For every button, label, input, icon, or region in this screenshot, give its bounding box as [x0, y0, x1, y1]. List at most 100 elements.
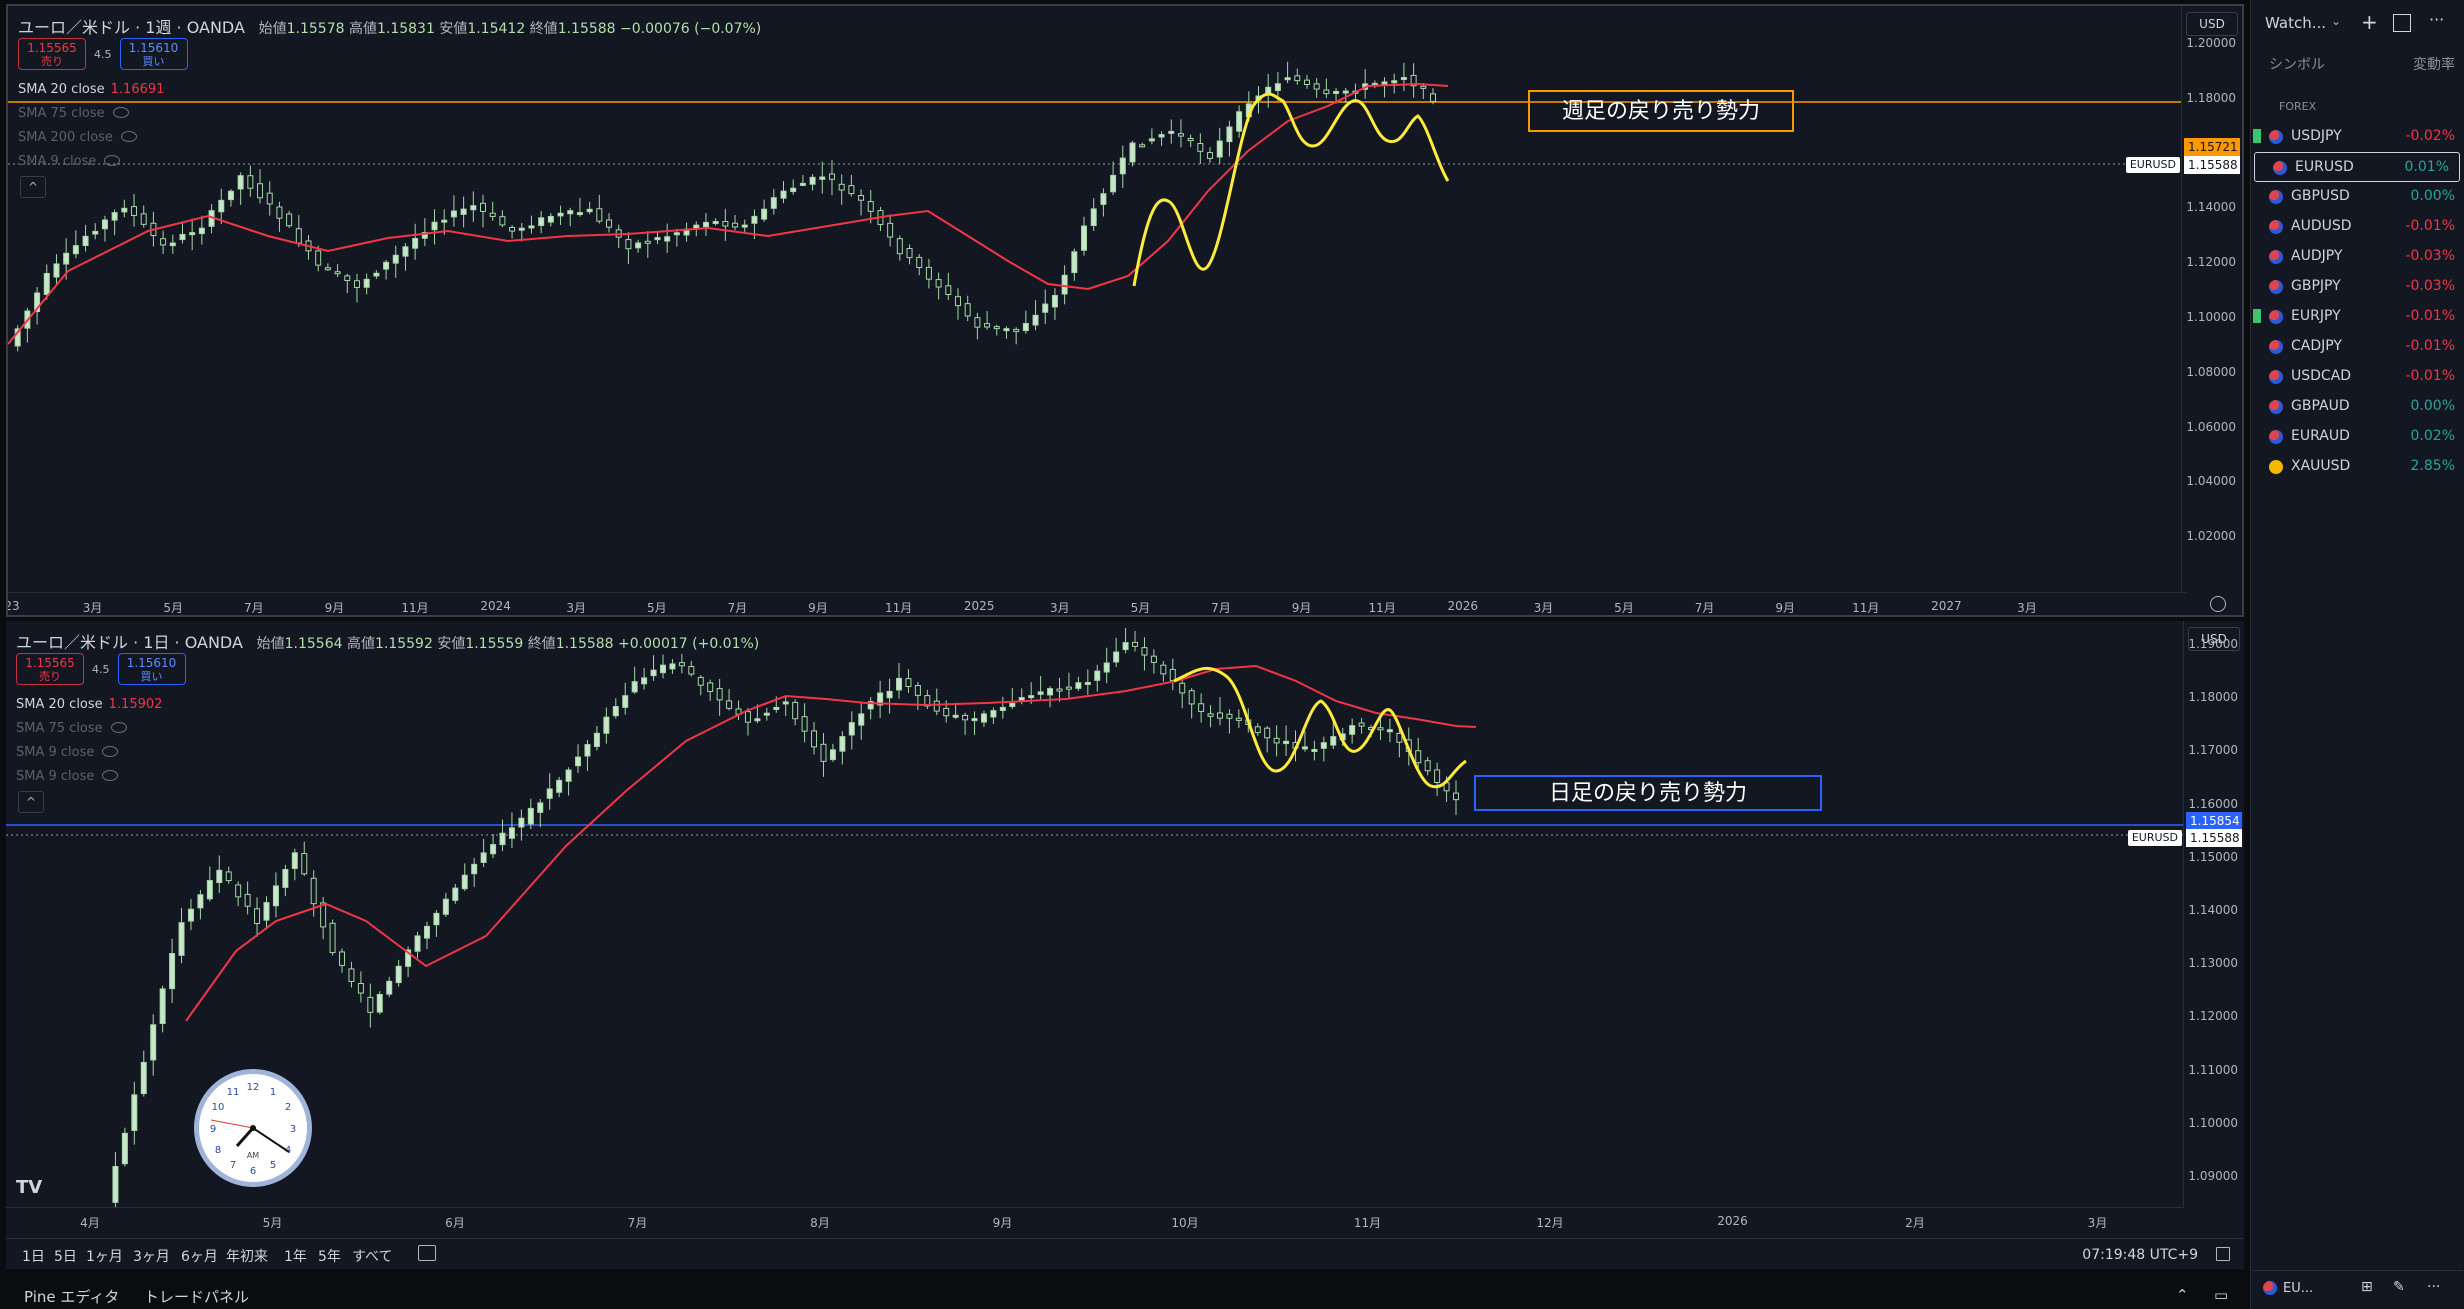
- range-button[interactable]: 1ヶ月: [86, 1249, 123, 1265]
- col-change-header[interactable]: 変動率: [2413, 57, 2455, 73]
- time-tick: 6月: [445, 1216, 465, 1230]
- more-icon[interactable]: ···: [2427, 1279, 2441, 1295]
- eye-hidden-icon[interactable]: [102, 770, 119, 781]
- weekly-sell-button[interactable]: 1.15565 売り: [18, 38, 86, 70]
- watchlist-row[interactable]: AUDJPY -0.03%: [2251, 242, 2464, 272]
- daily-indicator-sma9-b[interactable]: SMA 9 close: [16, 769, 119, 784]
- candle-body: [839, 736, 846, 752]
- currency-selector[interactable]: USD: [2186, 12, 2238, 36]
- candle-body: [935, 279, 942, 288]
- price-tick: 1.14000: [2188, 903, 2238, 917]
- watchlist-title[interactable]: Watch...: [2265, 14, 2327, 32]
- collapse-legend-button[interactable]: ^: [20, 176, 46, 198]
- eurusd-flag-icon: [2263, 1281, 2277, 1295]
- range-button[interactable]: 3ヶ月: [133, 1249, 170, 1265]
- edit-icon[interactable]: ✎: [2393, 1279, 2405, 1295]
- watchlist-row[interactable]: CADJPY -0.01%: [2251, 332, 2464, 362]
- candle-body: [490, 844, 497, 855]
- svg-text:12: 12: [247, 1082, 260, 1093]
- candle-body: [751, 215, 758, 224]
- chevron-down-icon[interactable]: ⌄: [2331, 14, 2342, 28]
- range-button[interactable]: 1年: [284, 1249, 307, 1265]
- candle-body: [527, 807, 534, 825]
- footer-symbol[interactable]: EU...: [2283, 1281, 2314, 1296]
- currency-selector[interactable]: USD: [2188, 627, 2240, 651]
- range-button[interactable]: 年初来: [226, 1249, 268, 1265]
- candle-body: [905, 678, 912, 687]
- weekly-price-axis[interactable]: USD 1.200001.180001.160001.140001.120001…: [2181, 6, 2242, 592]
- eye-hidden-icon[interactable]: [112, 107, 129, 118]
- daily-indicator-sma9-a[interactable]: SMA 9 close: [16, 745, 119, 760]
- collapse-legend-button[interactable]: ^: [18, 791, 44, 813]
- time-tick: 7月: [627, 1216, 648, 1230]
- chevron-up-icon[interactable]: ⌃: [2176, 1286, 2189, 1304]
- daily-annotation-box[interactable]: 日足の戻り売り勢力: [1474, 775, 1822, 811]
- pine-editor-tab[interactable]: Pine エディタ: [24, 1288, 120, 1306]
- daily-chart-pane[interactable]: ユーロ／米ドル · 1日 · OANDA 始値1.15564 高値1.15592…: [6, 621, 2244, 1254]
- watchlist-row[interactable]: GBPJPY -0.03%: [2251, 272, 2464, 302]
- weekly-chart-canvas[interactable]: [8, 6, 2182, 592]
- range-button[interactable]: 1日: [22, 1249, 45, 1265]
- range-button[interactable]: 6ヶ月: [181, 1249, 218, 1265]
- fullscreen-icon[interactable]: [2216, 1247, 2230, 1261]
- weekly-indicator-sma200[interactable]: SMA 200 close: [18, 130, 137, 145]
- candle-body: [790, 187, 797, 193]
- daily-buy-button[interactable]: 1.15610 買い: [117, 653, 186, 685]
- daily-symbol-title[interactable]: ユーロ／米ドル · 1日 · OANDA: [16, 633, 243, 652]
- candle-body: [678, 662, 685, 667]
- weekly-annotation-box[interactable]: 週足の戻り売り勢力: [1528, 90, 1794, 132]
- calendar-icon[interactable]: [418, 1245, 436, 1261]
- daily-chart-canvas[interactable]: [6, 621, 2184, 1207]
- range-button[interactable]: 5年: [318, 1249, 341, 1265]
- trade-panel-tab[interactable]: トレードパネル: [144, 1288, 250, 1306]
- daily-indicator-sma20[interactable]: SMA 20 close 1.15902: [16, 697, 163, 712]
- weekly-chart-pane[interactable]: ユーロ／米ドル · 1週 · OANDA 始値1.15578 高値1.15831…: [6, 4, 2244, 617]
- price-tick: 1.10000: [2186, 310, 2236, 324]
- daily-time-axis[interactable]: 4月 5月 6月 7月 8月 9月 10月 11月 12月 2026 2月 3月: [6, 1207, 2184, 1234]
- daily-price-axis[interactable]: USD 1.19000 1.18000 1.17000 1.16000 1.15000 1…: [2183, 621, 2244, 1207]
- watchlist-row[interactable]: EURUSD 0.01%: [2254, 152, 2460, 182]
- range-button[interactable]: 5日: [54, 1249, 77, 1265]
- layout-icon[interactable]: [2393, 14, 2411, 32]
- eye-hidden-icon[interactable]: [102, 746, 119, 757]
- candle-body: [518, 817, 525, 828]
- maximize-icon[interactable]: ▭: [2214, 1286, 2229, 1304]
- settings-gear-icon[interactable]: [2210, 596, 2226, 612]
- daily-indicator-sma75[interactable]: SMA 75 close: [16, 721, 127, 736]
- weekly-indicator-sma75[interactable]: SMA 75 close: [18, 106, 129, 121]
- eye-hidden-icon[interactable]: [120, 131, 137, 142]
- weekly-symbol-title[interactable]: ユーロ／米ドル · 1週 · OANDA: [18, 18, 245, 37]
- eye-hidden-icon[interactable]: [104, 155, 121, 166]
- watchlist-row[interactable]: USDCAD -0.01%: [2251, 362, 2464, 392]
- utc-clock[interactable]: 07:19:48 UTC+9: [2082, 1247, 2198, 1263]
- eye-hidden-icon[interactable]: [110, 722, 127, 733]
- range-button[interactable]: すべて: [352, 1249, 393, 1265]
- weekly-indicator-sma20[interactable]: SMA 20 close 1.16691: [18, 82, 165, 97]
- candle-body: [412, 237, 419, 249]
- forex-section-header[interactable]: FOREX: [2279, 100, 2317, 113]
- candle-body: [1061, 274, 1068, 295]
- watchlist-row[interactable]: XAUUSD 2.85%: [2251, 452, 2464, 482]
- candle-body: [452, 887, 459, 901]
- watchlist-row[interactable]: GBPAUD 0.00%: [2251, 392, 2464, 422]
- candle-body: [1303, 79, 1310, 86]
- weekly-buy-button[interactable]: 1.15610 買い: [119, 38, 188, 70]
- yellow-trend-annotation: [1173, 666, 1467, 789]
- watchlist-row[interactable]: USDJPY -0.02%: [2251, 122, 2464, 152]
- daily-sell-button[interactable]: 1.15565 売り: [16, 653, 84, 685]
- watchlist-row[interactable]: AUDUSD -0.01%: [2251, 212, 2464, 242]
- watchlist-row[interactable]: EURJPY -0.01%: [2251, 302, 2464, 332]
- tradingview-logo[interactable]: TV: [16, 1177, 43, 1198]
- watchlist-row[interactable]: GBPUSD 0.00%: [2251, 182, 2464, 212]
- candle-body: [1216, 712, 1223, 719]
- watchlist-row[interactable]: EURAUD 0.02%: [2251, 422, 2464, 452]
- weekly-time-axis[interactable]: 23 3月 5月 7月 9月 11月 2024 3月 5月 7月 9月 11月 2025 3月 5月 7月 9月…: [8, 592, 2186, 615]
- add-symbol-icon[interactable]: +: [2361, 10, 2378, 34]
- weekly-indicator-sma9[interactable]: SMA 9 close: [18, 154, 121, 169]
- more-options-icon[interactable]: ···: [2429, 10, 2445, 29]
- grid-icon[interactable]: ⊞: [2361, 1279, 2373, 1295]
- col-symbol-header[interactable]: シンボル: [2269, 57, 2325, 73]
- currency-flag-icon: [2269, 280, 2283, 294]
- candle-body: [414, 935, 421, 952]
- price-tick: 1.18000: [2188, 690, 2238, 705]
